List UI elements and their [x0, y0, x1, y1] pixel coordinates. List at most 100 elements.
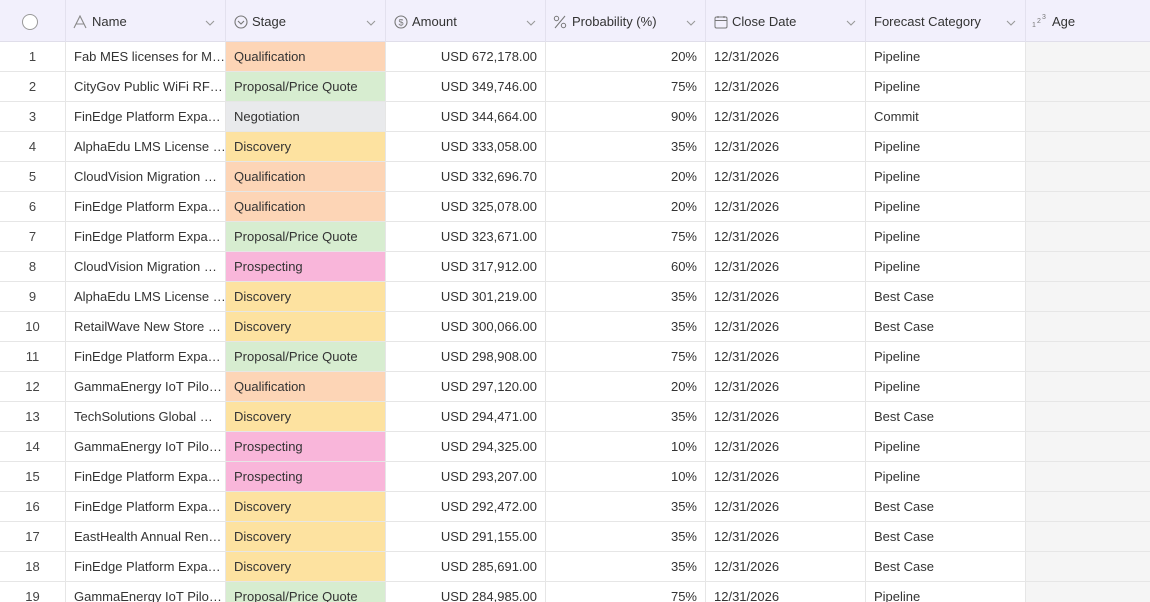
amount-cell[interactable]: USD 317,912.00: [386, 252, 546, 282]
close-date-cell[interactable]: 12/31/2026: [706, 192, 866, 222]
close-date-cell[interactable]: 12/31/2026: [706, 222, 866, 252]
forecast-cell[interactable]: Pipeline: [866, 432, 1026, 462]
close-date-cell[interactable]: 12/31/2026: [706, 492, 866, 522]
probability-cell[interactable]: 10%: [546, 462, 706, 492]
close-date-cell[interactable]: 12/31/2026: [706, 282, 866, 312]
name-cell[interactable]: EastHealth Annual Ren…: [66, 522, 226, 552]
row-number[interactable]: 6: [0, 192, 66, 222]
close-date-cell[interactable]: 12/31/2026: [706, 372, 866, 402]
close-date-cell[interactable]: 12/31/2026: [706, 42, 866, 72]
forecast-cell[interactable]: Pipeline: [866, 342, 1026, 372]
row-number[interactable]: 17: [0, 522, 66, 552]
amount-cell[interactable]: USD 294,325.00: [386, 432, 546, 462]
name-cell[interactable]: AlphaEdu LMS License …: [66, 282, 226, 312]
age-cell[interactable]: [1026, 492, 1150, 522]
header-amount[interactable]: $ Amount: [386, 0, 546, 42]
forecast-cell[interactable]: Best Case: [866, 522, 1026, 552]
amount-cell[interactable]: USD 285,691.00: [386, 552, 546, 582]
probability-cell[interactable]: 75%: [546, 342, 706, 372]
forecast-cell[interactable]: Pipeline: [866, 72, 1026, 102]
amount-cell[interactable]: USD 301,219.00: [386, 282, 546, 312]
forecast-cell[interactable]: Pipeline: [866, 372, 1026, 402]
row-number[interactable]: 15: [0, 462, 66, 492]
probability-cell[interactable]: 35%: [546, 492, 706, 522]
stage-cell[interactable]: Prospecting: [226, 252, 386, 282]
age-cell[interactable]: [1026, 342, 1150, 372]
amount-cell[interactable]: USD 333,058.00: [386, 132, 546, 162]
row-number[interactable]: 16: [0, 492, 66, 522]
age-cell[interactable]: [1026, 552, 1150, 582]
forecast-cell[interactable]: Best Case: [866, 552, 1026, 582]
row-number[interactable]: 14: [0, 432, 66, 462]
name-cell[interactable]: GammaEnergy IoT Pilo…: [66, 582, 226, 602]
amount-cell[interactable]: USD 672,178.00: [386, 42, 546, 72]
stage-cell[interactable]: Discovery: [226, 492, 386, 522]
forecast-cell[interactable]: Best Case: [866, 312, 1026, 342]
name-cell[interactable]: GammaEnergy IoT Pilo…: [66, 432, 226, 462]
row-number[interactable]: 13: [0, 402, 66, 432]
stage-cell[interactable]: Discovery: [226, 552, 386, 582]
forecast-cell[interactable]: Pipeline: [866, 252, 1026, 282]
name-cell[interactable]: FinEdge Platform Expa…: [66, 462, 226, 492]
close-date-cell[interactable]: 12/31/2026: [706, 72, 866, 102]
chevron[interactable]: [205, 19, 215, 27]
name-cell[interactable]: GammaEnergy IoT Pilo…: [66, 372, 226, 402]
amount-cell[interactable]: USD 344,664.00: [386, 102, 546, 132]
name-cell[interactable]: FinEdge Platform Expa…: [66, 192, 226, 222]
age-cell[interactable]: [1026, 372, 1150, 402]
select-all-checkbox[interactable]: [21, 13, 39, 31]
name-cell[interactable]: RetailWave New Store …: [66, 312, 226, 342]
age-cell[interactable]: [1026, 582, 1150, 602]
row-number[interactable]: 4: [0, 132, 66, 162]
close-date-cell[interactable]: 12/31/2026: [706, 102, 866, 132]
close-date-cell[interactable]: 12/31/2026: [706, 252, 866, 282]
forecast-cell[interactable]: Commit: [866, 102, 1026, 132]
stage-cell[interactable]: Qualification: [226, 162, 386, 192]
header-forecast[interactable]: Forecast Category: [866, 0, 1026, 42]
age-cell[interactable]: [1026, 432, 1150, 462]
close-date-cell[interactable]: 12/31/2026: [706, 552, 866, 582]
stage-cell[interactable]: Prospecting: [226, 462, 386, 492]
age-cell[interactable]: [1026, 132, 1150, 162]
age-cell[interactable]: [1026, 72, 1150, 102]
row-number[interactable]: 1: [0, 42, 66, 72]
close-date-cell[interactable]: 12/31/2026: [706, 402, 866, 432]
close-date-cell[interactable]: 12/31/2026: [706, 432, 866, 462]
chevron[interactable]: [686, 19, 696, 27]
probability-cell[interactable]: 35%: [546, 132, 706, 162]
probability-cell[interactable]: 20%: [546, 162, 706, 192]
stage-cell[interactable]: Qualification: [226, 42, 386, 72]
amount-cell[interactable]: USD 332,696.70: [386, 162, 546, 192]
age-cell[interactable]: [1026, 42, 1150, 72]
row-number[interactable]: 11: [0, 342, 66, 372]
amount-cell[interactable]: USD 294,471.00: [386, 402, 546, 432]
age-cell[interactable]: [1026, 102, 1150, 132]
header-close-date[interactable]: Close Date: [706, 0, 866, 42]
name-cell[interactable]: FinEdge Platform Expa…: [66, 222, 226, 252]
probability-cell[interactable]: 35%: [546, 402, 706, 432]
forecast-cell[interactable]: Best Case: [866, 492, 1026, 522]
stage-cell[interactable]: Qualification: [226, 372, 386, 402]
amount-cell[interactable]: USD 300,066.00: [386, 312, 546, 342]
row-number[interactable]: 10: [0, 312, 66, 342]
chevron[interactable]: [526, 19, 536, 27]
forecast-cell[interactable]: Pipeline: [866, 222, 1026, 252]
age-cell[interactable]: [1026, 462, 1150, 492]
row-number[interactable]: 7: [0, 222, 66, 252]
stage-cell[interactable]: Proposal/Price Quote: [226, 222, 386, 252]
chevron[interactable]: [846, 19, 856, 27]
age-cell[interactable]: [1026, 222, 1150, 252]
row-number[interactable]: 5: [0, 162, 66, 192]
stage-cell[interactable]: Prospecting: [226, 432, 386, 462]
forecast-cell[interactable]: Best Case: [866, 282, 1026, 312]
row-number[interactable]: 12: [0, 372, 66, 402]
row-number[interactable]: 9: [0, 282, 66, 312]
probability-cell[interactable]: 10%: [546, 432, 706, 462]
stage-cell[interactable]: Qualification: [226, 192, 386, 222]
forecast-cell[interactable]: Pipeline: [866, 132, 1026, 162]
amount-cell[interactable]: USD 323,671.00: [386, 222, 546, 252]
chevron[interactable]: [366, 19, 376, 27]
stage-cell[interactable]: Discovery: [226, 522, 386, 552]
row-number[interactable]: 19: [0, 582, 66, 602]
